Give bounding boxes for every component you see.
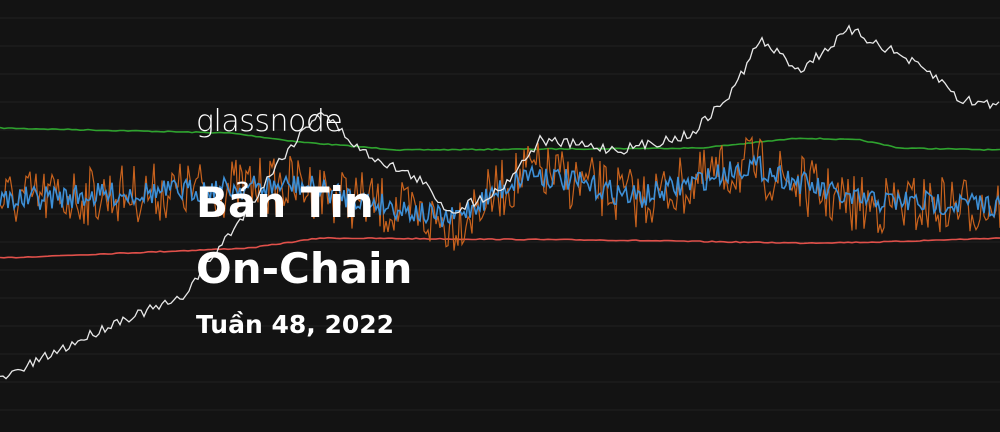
green-band — [0, 126, 1000, 152]
white-price — [0, 24, 1000, 380]
red-band — [0, 236, 1000, 259]
orange-oscillator — [0, 135, 1000, 251]
blue-oscillator — [0, 154, 1000, 228]
brand: glassnode — [196, 104, 343, 139]
title-line: Bản Tin — [196, 178, 374, 227]
subtitle: Tuần 48, 2022 — [196, 310, 395, 339]
title-line: On-Chain — [196, 244, 413, 293]
